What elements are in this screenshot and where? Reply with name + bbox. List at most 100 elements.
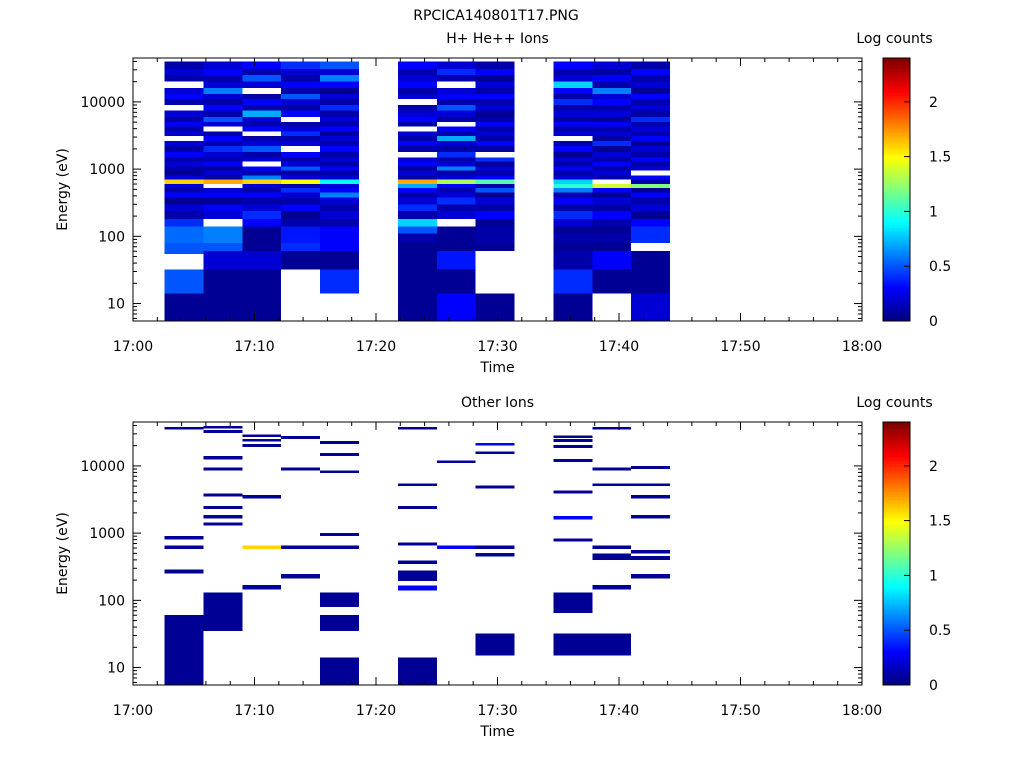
colorbar-segment: [883, 272, 910, 276]
colorbar-segment: [883, 193, 910, 197]
colorbar-segment: [883, 505, 910, 509]
heatmap-cell: [631, 141, 671, 147]
heatmap-cell: [203, 68, 243, 76]
colorbar-segment: [883, 75, 910, 79]
heatmap-cell: [475, 442, 515, 446]
heatmap-cell: [436, 99, 476, 105]
heatmap-cell: [242, 251, 282, 270]
heatmap-cell: [242, 269, 282, 294]
colorbar-segment: [883, 428, 910, 432]
heatmap-cell: [320, 166, 359, 171]
colorbar-segment: [883, 500, 910, 504]
heatmap-cell: [281, 136, 321, 142]
heatmap-cell: [164, 136, 204, 142]
heatmap-cell: [397, 131, 437, 137]
heatmap-cell: [631, 251, 671, 270]
colorbar-segment: [883, 638, 910, 642]
heatmap-cell: [281, 192, 321, 198]
heatmap-cell: [397, 122, 437, 127]
colorbar-segment: [883, 62, 910, 66]
colorbar-segment: [883, 489, 910, 493]
heatmap-cell: [436, 175, 476, 180]
panel-bottom: 17:00 17:10 17:20 17:30 17:40 17:50 18:0010100…: [55, 395, 951, 740]
heatmap-cell: [203, 456, 243, 460]
heatmap-cell: [164, 242, 204, 254]
heatmap-cell: [242, 434, 282, 437]
heatmap-cell: [320, 161, 359, 167]
colorbar-segment: [883, 437, 910, 441]
heatmap-cell: [164, 110, 204, 117]
colorbar-segment: [883, 71, 910, 74]
heatmap-cell: [436, 61, 476, 69]
heatmap-cell: [281, 219, 321, 227]
heatmap-cell: [242, 184, 282, 189]
heatmap-cell: [475, 88, 515, 95]
heatmap-cell: [436, 226, 476, 243]
heatmap-cell: [164, 161, 204, 167]
heatmap-cell: [203, 61, 243, 69]
heatmap-cell: [242, 242, 282, 252]
colorbar-segment: [883, 318, 910, 322]
y-axis-label: Energy (eV): [55, 148, 71, 231]
colorbar-segment: [883, 191, 910, 195]
heatmap-cell: [592, 151, 632, 158]
heatmap-cell: [397, 110, 437, 117]
heatmap-cell: [203, 179, 243, 185]
colorbar-segment: [883, 529, 910, 533]
heatmap-cell: [475, 204, 515, 211]
heatmap-cell: [592, 251, 632, 270]
heatmap-cell: [475, 545, 515, 550]
heatmap-cell: [553, 633, 593, 656]
colorbar-segment: [883, 244, 910, 248]
colorbar-segment: [883, 108, 910, 112]
colorbar-segment: [883, 459, 910, 463]
heatmap-cell: [397, 88, 437, 95]
heatmap-cell: [631, 170, 671, 176]
colorbar-tick-label: 1: [929, 568, 938, 584]
heatmap-cell: [397, 141, 437, 147]
colorbar-segment: [883, 586, 910, 590]
x-tick-label: 17:10: [234, 339, 274, 355]
colorbar-segment: [883, 492, 910, 495]
colorbar-segment: [883, 498, 910, 502]
colorbar-segment: [883, 674, 910, 677]
heatmap-cell: [203, 170, 243, 176]
heatmap-cell: [592, 131, 632, 137]
panel-top: 17:00 17:10 17:20 17:30 17:40 17:50 18:0010100…: [55, 31, 951, 376]
heatmap-cell: [553, 242, 593, 252]
heatmap-cell: [203, 136, 243, 142]
colorbar-segment: [883, 64, 910, 68]
colorbar-segment: [883, 207, 910, 210]
colorbar-segment: [883, 487, 910, 491]
colorbar-segment: [883, 257, 910, 261]
heatmap-cell: [475, 633, 515, 656]
heatmap-cell: [397, 483, 437, 487]
heatmap-cell: [475, 146, 515, 152]
heatmap-cell: [553, 161, 593, 167]
colorbar-segment: [883, 483, 910, 487]
heatmap-cell: [553, 61, 593, 69]
heatmap-cell: [397, 570, 437, 581]
heatmap-cell: [592, 161, 632, 167]
heatmap-cell: [281, 545, 321, 550]
colorbar-segment: [883, 628, 910, 631]
heatmap-cell: [631, 293, 671, 321]
heatmap-cell: [475, 175, 515, 180]
heatmap-cell: [281, 574, 321, 579]
heatmap-cell: [242, 584, 282, 590]
colorbar-segment: [883, 228, 910, 232]
heatmap-cell: [242, 116, 282, 123]
heatmap-cell: [631, 175, 671, 180]
colorbar-segment: [883, 283, 910, 287]
colorbar-segment: [883, 200, 910, 204]
colorbar-segment: [883, 538, 910, 541]
heatmap-cell: [203, 515, 243, 519]
colorbar-segment: [883, 518, 910, 522]
colorbar-segment: [883, 426, 910, 430]
colorbar-segment: [883, 224, 910, 228]
heatmap-cell: [320, 61, 359, 69]
heatmap-cell: [242, 104, 282, 111]
heatmap-cell: [397, 197, 437, 205]
colorbar-segment: [883, 119, 910, 123]
heatmap-cell: [203, 204, 243, 211]
